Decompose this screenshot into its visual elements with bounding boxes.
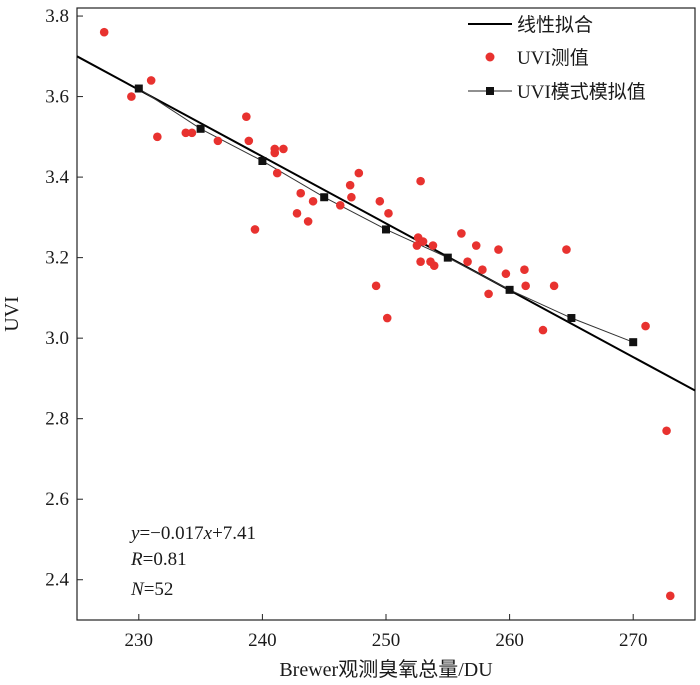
observed-point — [501, 269, 511, 279]
observed-point — [146, 76, 156, 85]
observed-point — [270, 144, 280, 154]
legend-observed-label: UVI测值 — [517, 47, 589, 69]
legend-fit-label: 线性拟合 — [517, 14, 593, 36]
observed-point — [153, 132, 162, 142]
observed-point — [538, 325, 548, 335]
observed-point — [418, 237, 428, 246]
y-axis-title: UVI — [1, 296, 23, 332]
observed-point — [484, 289, 493, 299]
observed-point — [213, 136, 223, 146]
y-tick-label: 2.8 — [45, 409, 69, 430]
y-tick-label: 3.6 — [45, 87, 69, 108]
observed-point — [308, 196, 318, 206]
observed-point — [303, 217, 313, 226]
model-point — [443, 253, 452, 262]
observed-point — [371, 281, 381, 291]
x-tick-label: 230 — [125, 630, 154, 651]
equation-slope: =−0.017 — [139, 523, 203, 544]
x-axis-title: Brewer观测臭氧总量/DU — [279, 658, 493, 681]
observed-point — [127, 92, 136, 101]
model-point — [629, 338, 638, 347]
observed-points-layer — [99, 27, 675, 601]
model-point — [382, 225, 390, 234]
observed-point — [412, 241, 422, 250]
observed-point — [521, 281, 530, 291]
y-tick-label: 3.4 — [45, 167, 69, 188]
r-value: =0.81 — [143, 549, 187, 570]
y-tick-label: 2.6 — [45, 489, 69, 510]
observed-point — [296, 188, 306, 198]
observed-point — [665, 591, 675, 601]
y-tick-label: 2.4 — [45, 570, 69, 591]
x-tick-label: 240 — [248, 630, 277, 651]
n-value: =52 — [144, 579, 174, 600]
observed-point — [641, 321, 650, 331]
observed-point — [272, 168, 282, 178]
observed-point — [463, 257, 472, 266]
n-var: N — [130, 579, 145, 600]
x-tick-label: 250 — [372, 630, 401, 651]
observed-point — [416, 176, 425, 186]
legend-observed-swatch — [485, 52, 495, 62]
r-annotation: R=0.81 — [130, 549, 187, 570]
observed-point — [242, 112, 251, 122]
equation-annotation: y=−0.017x+7.41 — [129, 523, 256, 544]
observed-point — [99, 27, 109, 37]
observed-point — [181, 128, 191, 138]
r-var: R — [130, 549, 143, 570]
observed-point — [347, 192, 356, 202]
observed-point — [354, 168, 364, 178]
legend: 线性拟合 UVI测值 UVI模式模拟值 — [468, 14, 646, 103]
n-annotation: N=52 — [130, 579, 173, 600]
observed-point — [384, 209, 393, 218]
observed-point — [662, 426, 671, 436]
x-tick-label: 270 — [619, 630, 648, 651]
model-point — [258, 157, 267, 165]
observed-point — [345, 180, 355, 190]
stats-annotation: y=−0.017x+7.41 R=0.81 N=52 — [129, 523, 256, 600]
observed-point — [428, 241, 438, 250]
observed-point — [478, 265, 487, 275]
legend-model-label: UVI模式模拟值 — [517, 81, 646, 103]
model-point — [196, 124, 205, 133]
y-axis: 2.4 2.6 2.8 3.0 3.2 3.4 3.6 3.8 — [45, 6, 83, 591]
y-tick-label: 3.8 — [45, 6, 69, 27]
observed-point — [549, 281, 559, 291]
observed-point — [429, 261, 439, 270]
model-point — [320, 193, 329, 202]
x-tick-label: 260 — [495, 630, 524, 651]
model-point — [505, 285, 514, 294]
legend-model-swatch-marker — [486, 87, 494, 95]
observed-point — [279, 144, 288, 154]
equation-intercept: +7.41 — [212, 523, 256, 544]
observed-point — [457, 229, 466, 238]
observed-point — [187, 128, 197, 138]
y-tick-label: 3.0 — [45, 328, 69, 349]
observed-point — [382, 313, 392, 323]
observed-point — [562, 245, 571, 254]
observed-point — [520, 265, 529, 275]
observed-point — [250, 225, 260, 234]
observed-point — [494, 245, 503, 254]
equation-x-var: x — [203, 523, 213, 544]
model-point — [134, 84, 143, 93]
observed-point — [335, 200, 345, 210]
linear-fit-line — [76, 55, 696, 392]
equation-y-var: y — [129, 523, 140, 544]
observed-point — [244, 136, 254, 146]
observed-point — [471, 241, 481, 250]
observed-point — [292, 209, 302, 218]
fit-line-layer — [76, 55, 696, 392]
x-axis: 230 240 250 260 270 — [125, 614, 648, 651]
y-tick-label: 3.2 — [45, 248, 69, 269]
observed-point — [375, 196, 385, 206]
model-point — [567, 314, 576, 323]
observed-point — [416, 257, 425, 266]
